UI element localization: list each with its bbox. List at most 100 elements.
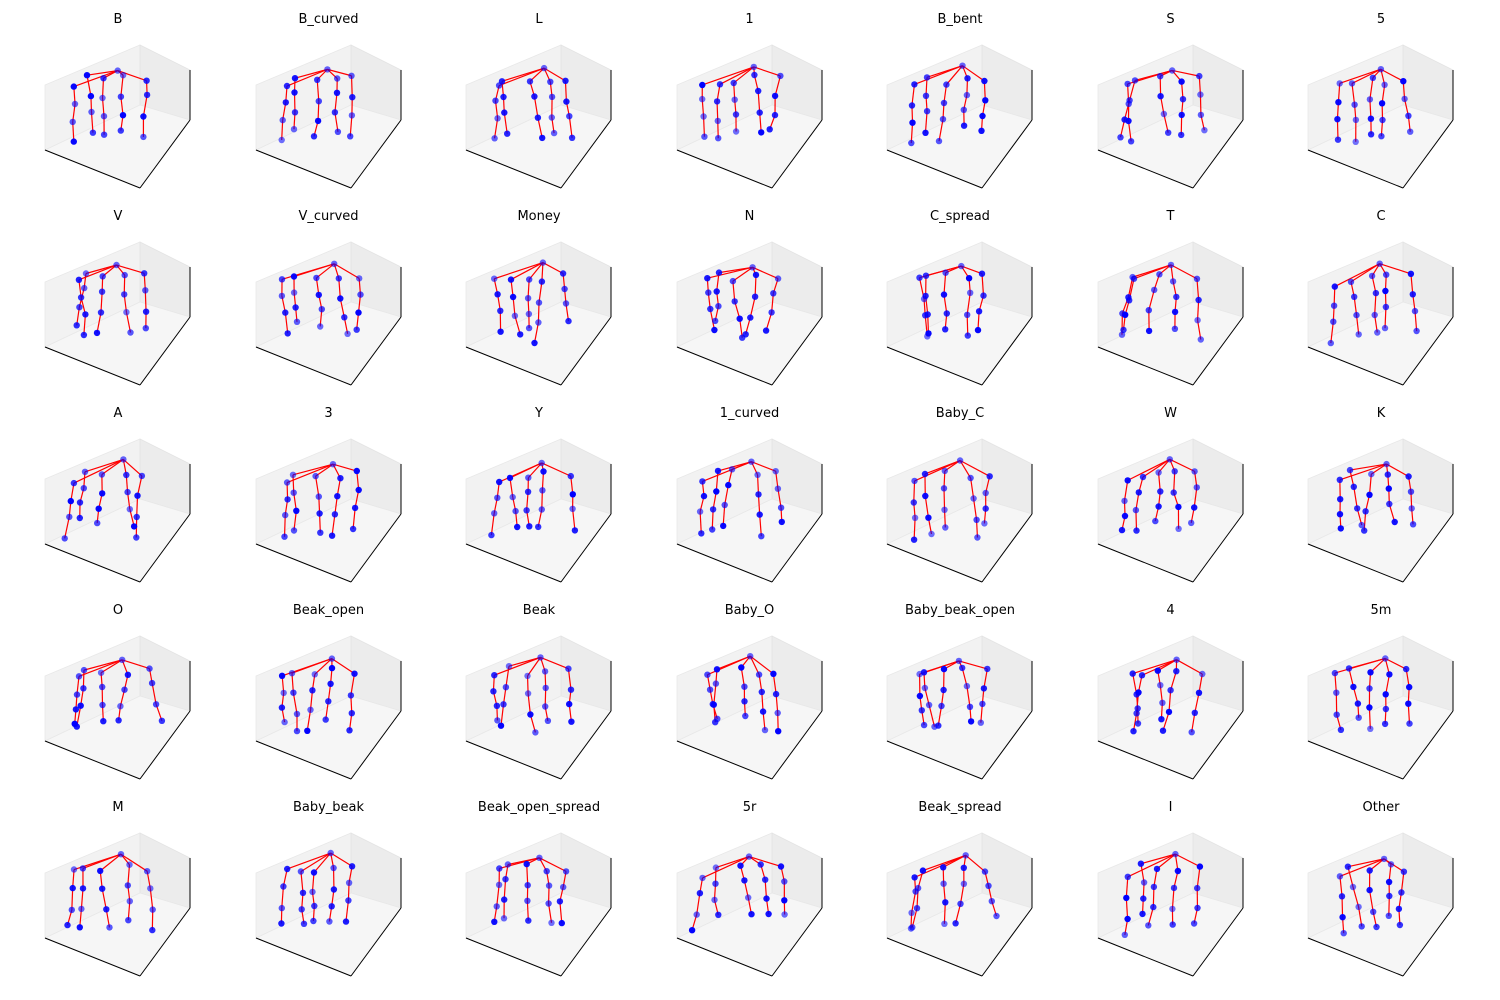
hand-3d-axes bbox=[1096, 635, 1244, 780]
joint-point bbox=[149, 926, 156, 934]
hand-panel: V_curved bbox=[224, 197, 434, 394]
bone bbox=[717, 461, 752, 472]
joint-point bbox=[1339, 914, 1346, 921]
joint-point bbox=[333, 493, 340, 500]
hand-3d-axes bbox=[675, 241, 823, 386]
joint-point bbox=[531, 93, 538, 100]
bone bbox=[966, 292, 971, 315]
joint-point bbox=[753, 471, 761, 478]
bone bbox=[1414, 311, 1418, 332]
joint-point bbox=[281, 511, 288, 519]
bone bbox=[286, 463, 333, 484]
joint-point bbox=[1347, 278, 1355, 285]
joint-point bbox=[500, 915, 508, 922]
joint-point bbox=[491, 672, 498, 679]
joint-point bbox=[278, 292, 285, 300]
joint-point bbox=[524, 897, 531, 904]
joint-point bbox=[491, 918, 498, 925]
joint-point bbox=[490, 688, 497, 695]
y-axis-line bbox=[139, 119, 191, 189]
bone bbox=[1167, 690, 1171, 712]
bone bbox=[959, 459, 990, 477]
hand-panel: Beak_open bbox=[224, 591, 434, 788]
joint-point bbox=[1395, 905, 1403, 913]
bone bbox=[749, 296, 756, 318]
joint-point bbox=[142, 287, 149, 294]
joint-point bbox=[1118, 331, 1125, 338]
joint-point bbox=[316, 323, 323, 330]
joint-point bbox=[494, 291, 501, 298]
joint-point bbox=[1195, 689, 1202, 696]
bone bbox=[494, 656, 541, 676]
bone bbox=[753, 66, 781, 77]
hand-3d-axes bbox=[1307, 832, 1454, 977]
bone bbox=[1126, 458, 1170, 481]
bone bbox=[280, 886, 284, 909]
joint-point bbox=[488, 531, 495, 539]
joint-point bbox=[716, 81, 723, 88]
bone bbox=[543, 67, 566, 82]
joint-point bbox=[1193, 484, 1200, 491]
joint-point bbox=[1157, 716, 1165, 723]
bone bbox=[527, 693, 531, 715]
joint-point bbox=[1187, 519, 1194, 527]
joint-point bbox=[771, 92, 778, 100]
joint-point bbox=[1340, 930, 1347, 937]
joint-point bbox=[64, 921, 71, 929]
joint-point bbox=[328, 532, 335, 539]
joint-point bbox=[95, 505, 102, 512]
joint-point bbox=[517, 331, 524, 338]
x-axis-line bbox=[1097, 740, 1193, 780]
joint-point bbox=[82, 270, 90, 277]
joint-point bbox=[1381, 720, 1389, 728]
bone bbox=[73, 458, 124, 484]
joint-point bbox=[278, 136, 285, 144]
joint-point bbox=[698, 874, 706, 882]
bone bbox=[757, 494, 760, 515]
joint-point bbox=[715, 269, 722, 276]
bone bbox=[1368, 474, 1372, 495]
joint-point bbox=[347, 72, 355, 80]
joint-point bbox=[1150, 883, 1157, 891]
hand-3d-axes bbox=[465, 241, 612, 386]
joint-point bbox=[329, 864, 337, 872]
x-axis-line bbox=[1097, 937, 1193, 977]
joint-point bbox=[730, 79, 737, 87]
bone bbox=[540, 656, 569, 670]
joint-point bbox=[143, 91, 151, 99]
joint-point bbox=[79, 885, 87, 892]
y-axis-line bbox=[139, 710, 191, 780]
joint-point bbox=[764, 910, 772, 918]
bone bbox=[149, 888, 154, 910]
joint-point bbox=[920, 721, 928, 729]
joint-point bbox=[938, 702, 945, 710]
bone bbox=[83, 314, 86, 336]
x-axis-line bbox=[886, 937, 983, 977]
joint-point bbox=[496, 478, 503, 486]
joint-point bbox=[1351, 293, 1358, 300]
joint-point bbox=[563, 98, 570, 105]
joint-point bbox=[121, 291, 128, 298]
joint-point bbox=[117, 851, 125, 858]
bone bbox=[292, 510, 297, 531]
y-axis-line bbox=[1402, 513, 1454, 583]
y-axis-line bbox=[981, 513, 1033, 583]
joint-point bbox=[318, 306, 325, 313]
bone bbox=[715, 101, 718, 121]
joint-point bbox=[527, 711, 534, 718]
bone bbox=[116, 264, 145, 274]
joint-point bbox=[124, 488, 131, 496]
joint-point bbox=[126, 861, 133, 868]
joint-point bbox=[70, 479, 78, 487]
bone bbox=[711, 509, 714, 530]
bone bbox=[1370, 658, 1386, 673]
bone bbox=[496, 884, 500, 907]
joint-point bbox=[524, 488, 532, 495]
y-axis-line bbox=[1192, 513, 1243, 583]
bone bbox=[910, 122, 914, 144]
joint-point bbox=[142, 325, 149, 332]
joint-point bbox=[330, 886, 337, 893]
joint-point bbox=[333, 75, 340, 82]
joint-point bbox=[540, 64, 548, 72]
joint-point bbox=[500, 701, 507, 708]
